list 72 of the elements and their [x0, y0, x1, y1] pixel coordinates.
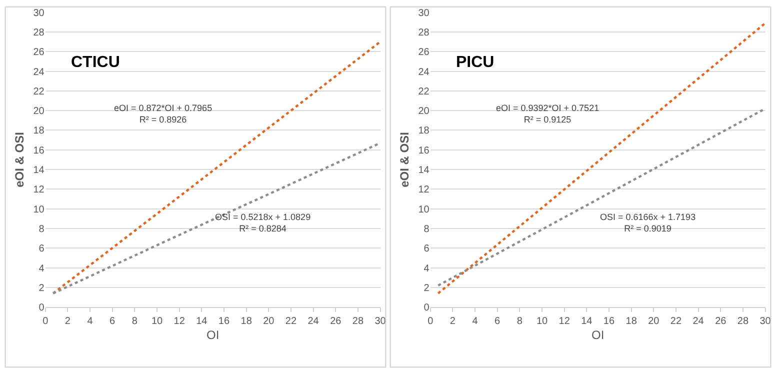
x-tick-label: 18 — [626, 316, 638, 328]
x-tick-label: 14 — [581, 316, 593, 328]
y-tick-label: 0 — [38, 302, 45, 314]
x-tick-label: 26 — [715, 316, 727, 328]
x-tick-label: 24 — [692, 316, 704, 328]
y-tick-label: 8 — [38, 224, 45, 235]
x-axis-title: OI — [206, 328, 220, 342]
y-tick-label: 30 — [418, 8, 430, 19]
y-tick-label: 18 — [33, 126, 45, 137]
x-tick-label: 28 — [352, 316, 364, 328]
text: CTICU — [71, 54, 120, 71]
x-tick-label: 6 — [494, 316, 501, 328]
y-tick-label: 10 — [418, 204, 430, 216]
y-tick-label: 20 — [33, 106, 45, 118]
annotation: OSI = 0.5218x + 1.0829 R² = 0.8284 — [215, 212, 311, 234]
y-tick-label: 0 — [424, 302, 430, 314]
x-tick-label: 22 — [670, 316, 682, 328]
y-tick-label: 16 — [33, 145, 45, 156]
x-tick-label: 20 — [648, 316, 660, 328]
y-tick-label: 20 — [418, 106, 430, 118]
x-tick-label: 6 — [110, 316, 116, 328]
y-tick-label: 24 — [33, 66, 45, 78]
y-tick-label: 28 — [418, 27, 430, 38]
y-tick-label: 6 — [38, 244, 45, 255]
y-tick-label: 12 — [418, 184, 430, 196]
y-tick-label: 2 — [424, 282, 430, 294]
x-axis-title: OI — [591, 328, 604, 342]
x-tick-label: 12 — [174, 316, 186, 328]
x-tick-label: 22 — [285, 316, 297, 328]
x-tick-label: 8 — [516, 316, 523, 328]
x-tick-label: 10 — [151, 316, 163, 328]
x-tick-label: 4 — [472, 316, 478, 328]
x-tick-label: 2 — [64, 316, 71, 328]
x-tick-label: 30 — [374, 316, 386, 328]
text: PICU — [456, 54, 494, 71]
y-tick-label: 26 — [418, 47, 430, 58]
y-tick-label: 6 — [424, 244, 430, 255]
annotation: eOI = 0.9392*OI + 0.7521 R² = 0.9125 — [496, 103, 600, 125]
y-tick-label: 14 — [33, 165, 45, 176]
y-tick-label: 12 — [33, 184, 45, 196]
x-tick-label: 26 — [330, 316, 342, 328]
y-axis-title: eOI & OSI — [12, 132, 27, 188]
y-tick-label: 16 — [418, 145, 430, 156]
y-tick-label: 18 — [418, 126, 430, 137]
y-tick-label: 22 — [418, 86, 430, 98]
x-tick-label: 16 — [603, 316, 615, 328]
x-tick-label: 10 — [536, 316, 548, 328]
x-tick-label: 16 — [218, 316, 230, 328]
annotation: OSI = 0.6166x + 1.7193 R² = 0.9019 — [600, 212, 696, 234]
y-tick-label: 28 — [33, 27, 45, 38]
y-axis-title: eOI & OSI — [398, 132, 412, 188]
x-tick-label: 12 — [558, 316, 570, 328]
x-tick-label: 20 — [263, 316, 275, 328]
x-tick-label: 8 — [132, 316, 138, 328]
y-tick-label: 2 — [38, 282, 45, 294]
x-tick-label: 24 — [308, 316, 320, 328]
y-tick-label: 8 — [424, 224, 430, 235]
x-tick-label: 4 — [87, 316, 94, 328]
y-tick-label: 10 — [33, 204, 45, 216]
y-tick-label: 14 — [418, 165, 430, 176]
y-tick-label: 4 — [38, 263, 45, 274]
y-tick-label: 30 — [33, 8, 45, 19]
x-tick-label: 2 — [450, 316, 456, 328]
x-tick-label: 14 — [196, 316, 208, 328]
x-tick-label: 28 — [737, 316, 749, 328]
annotation: eOI = 0.872*OI + 0.7965 R² = 0.8926 — [114, 103, 212, 125]
y-tick-label: 24 — [418, 66, 430, 78]
y-tick-label: 26 — [33, 47, 45, 58]
y-tick-label: 22 — [33, 86, 45, 98]
y-tick-label: 4 — [424, 263, 430, 274]
x-tick-label: 30 — [760, 316, 772, 328]
x-tick-label: 18 — [240, 316, 252, 328]
